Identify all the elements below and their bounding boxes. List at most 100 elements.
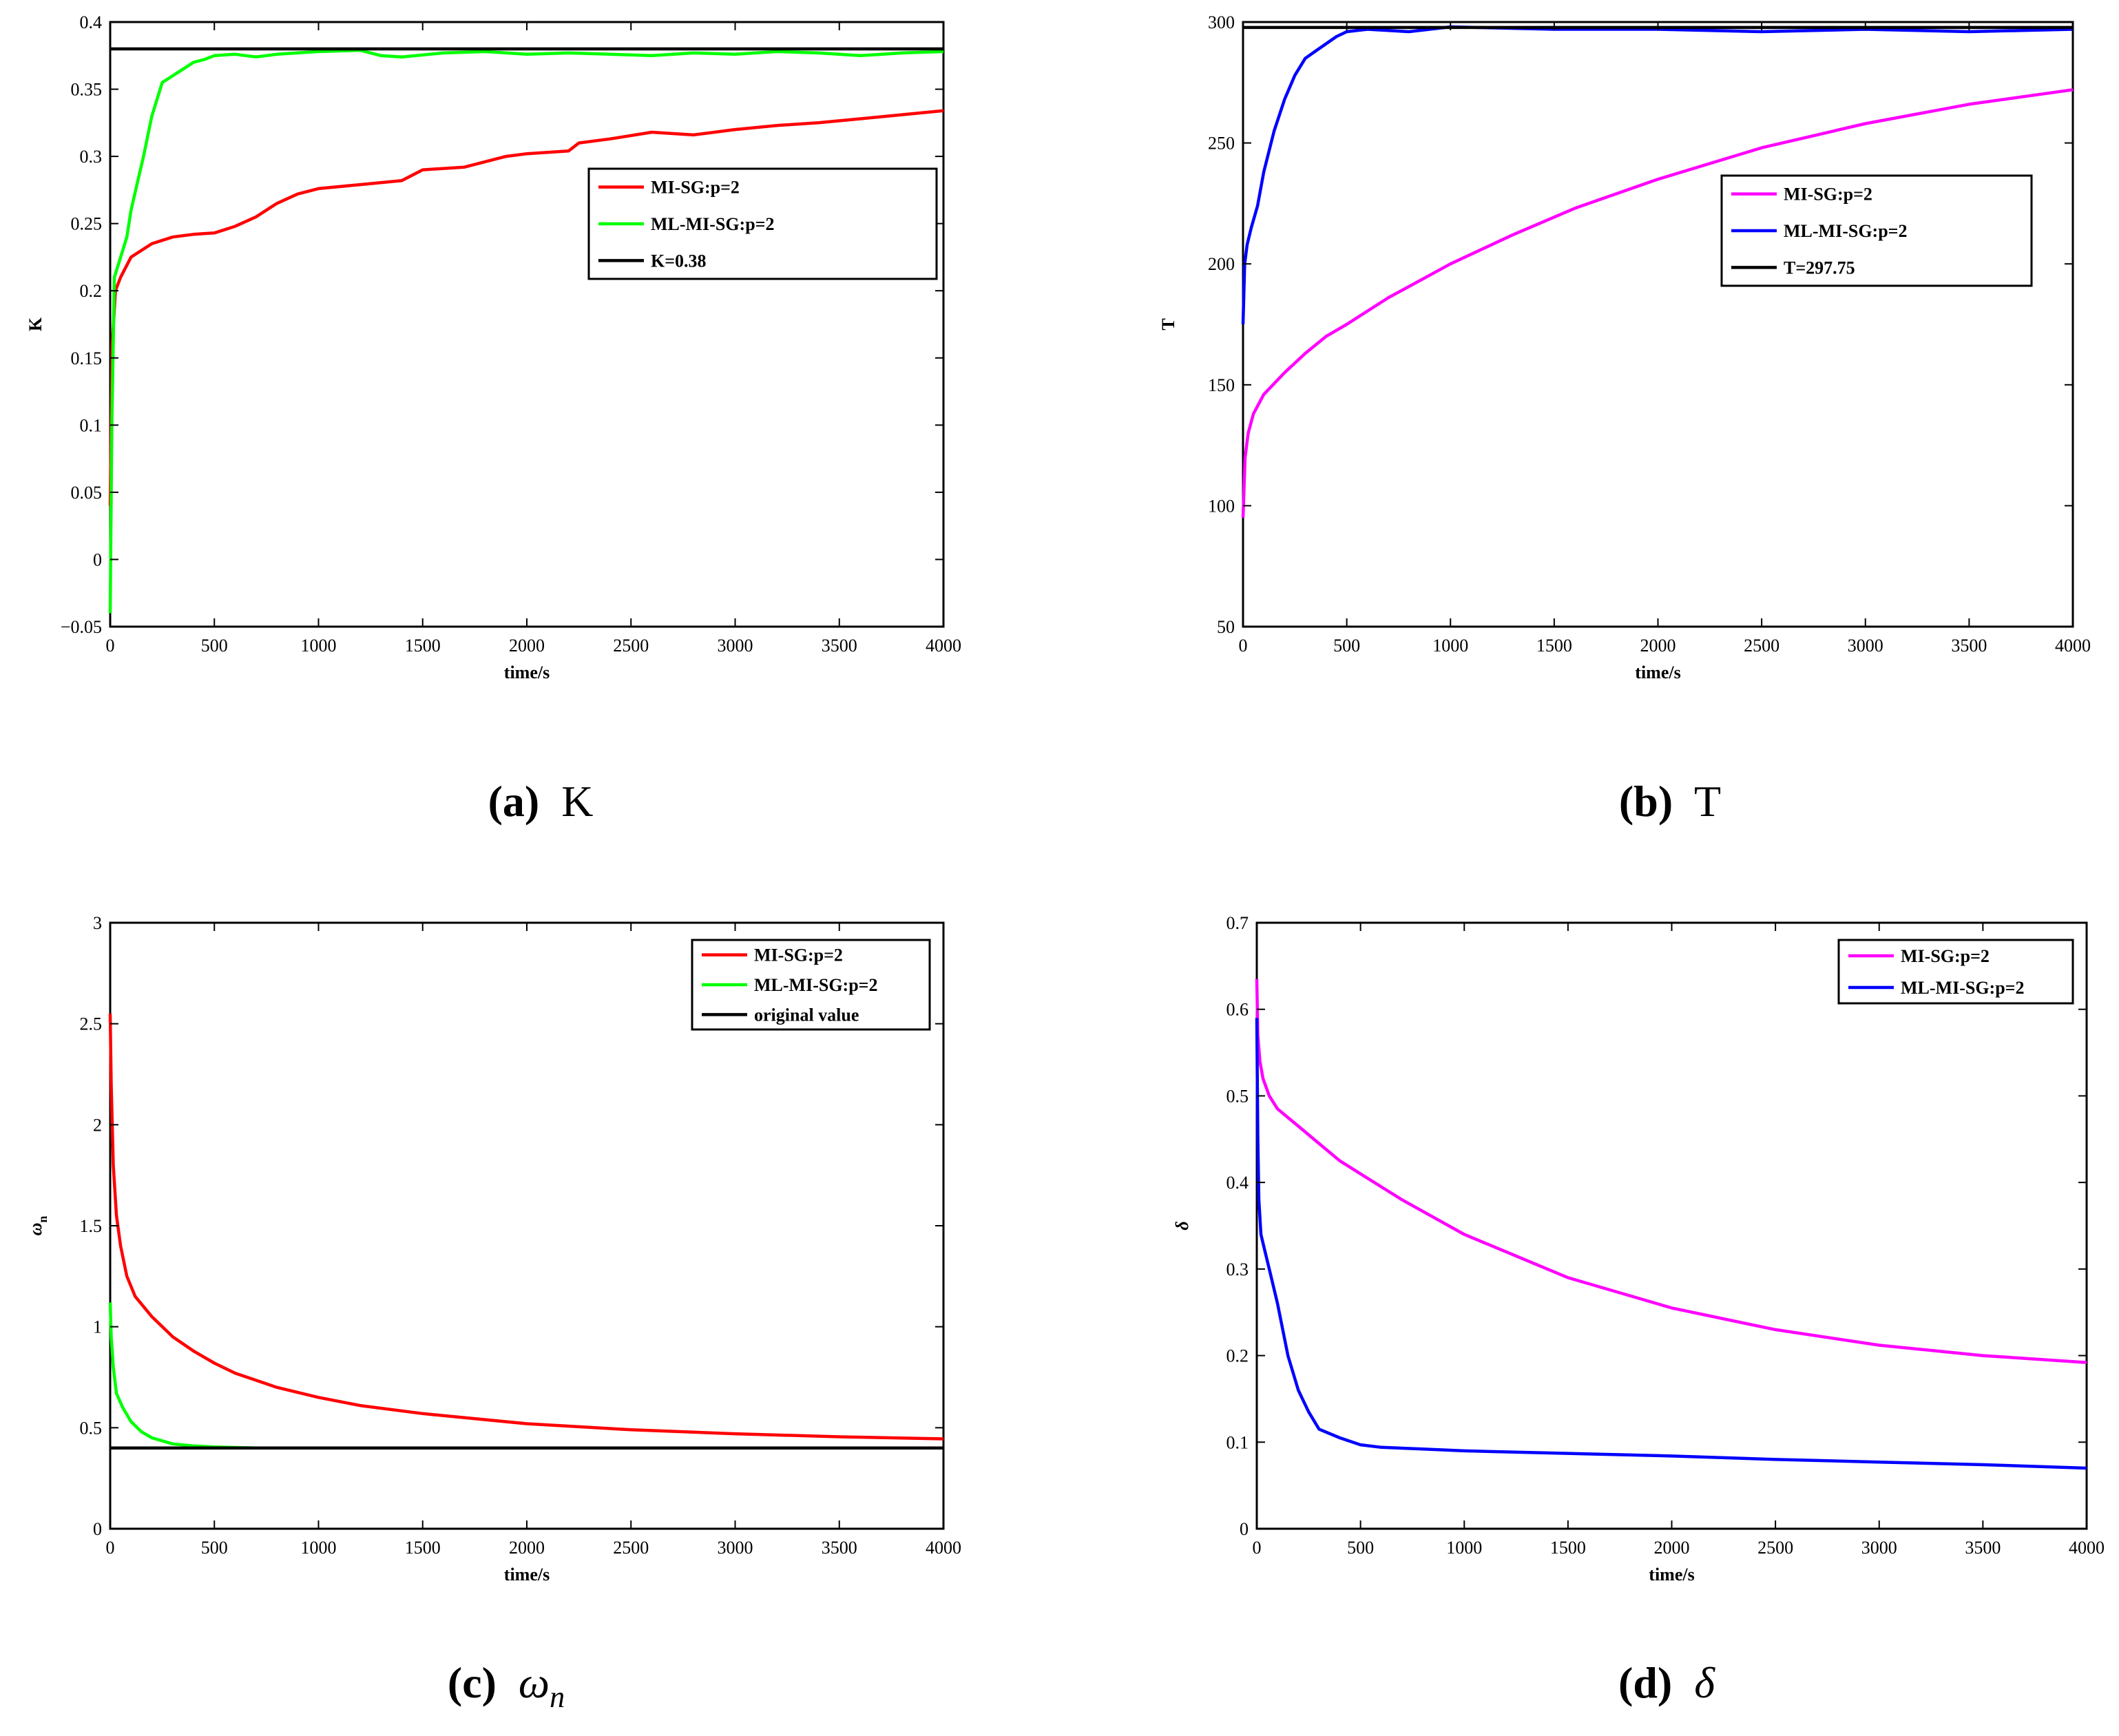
series-line-2 (108, 1302, 943, 1450)
series-line-1 (108, 1013, 944, 1441)
y-tick-label: 0.4 (1226, 1173, 1249, 1193)
x-tick-label: 0 (1253, 1538, 1262, 1558)
x-tick-label: 500 (201, 1538, 228, 1558)
y-tick-label: 0.15 (71, 348, 103, 368)
y-tick-label: 250 (1208, 134, 1235, 154)
x-tick-label: 2000 (1654, 1538, 1690, 1558)
y-tick-label: 2 (93, 1115, 102, 1135)
x-tick-label: 2500 (613, 1538, 649, 1558)
y-tick-label: 150 (1208, 375, 1235, 395)
panel-caption: (b) T (1619, 777, 1721, 826)
legend-label: ML-MI-SG:p=2 (1901, 978, 2024, 998)
caption-letter: (b) (1619, 777, 1673, 826)
y-tick-label: 0 (93, 1519, 102, 1539)
x-tick-label: 4000 (926, 636, 961, 656)
caption-symbol: δ (1694, 1658, 1715, 1707)
x-tick-label: 2000 (509, 636, 545, 656)
y-tick-label: 0.35 (71, 80, 103, 100)
caption-letter: (c) (448, 1658, 497, 1707)
x-tick-label: 0 (106, 1538, 115, 1558)
y-tick-label: 0.3 (80, 147, 103, 167)
y-tick-label: 0.2 (80, 281, 103, 301)
legend: MI-SG:p=2 ML-MI-SG:p=2 original value (691, 939, 931, 1031)
x-tick-label: 1000 (301, 636, 337, 656)
x-tick-label: 4000 (926, 1538, 961, 1558)
x-tick-label: 3000 (1861, 1538, 1897, 1558)
x-axis-label: time/s (504, 1565, 550, 1585)
plot-area-frame (1255, 921, 2088, 1530)
panel-a-K: 0 500 1000 1500 2000 2500 3000 3500 4000 −0.0500… (25, 12, 961, 826)
legend-label: MI-SG:p=2 (651, 178, 740, 198)
series-line-2 (1255, 1018, 2087, 1470)
legend-label: T=297.75 (1784, 258, 1855, 278)
caption-letter: (d) (1618, 1658, 1672, 1707)
legend-box (1837, 939, 2074, 1005)
y-tick-label: 0.1 (1226, 1432, 1249, 1452)
x-axis-ticks: 0 500 1000 1500 2000 2500 3000 3500 4000 (106, 923, 961, 1558)
y-axis-ticks: 0 0.5 1 1.5 2 2.5 3 (80, 913, 943, 1539)
plot-lines (108, 1013, 944, 1450)
series-line-1 (108, 109, 944, 506)
x-tick-label: 1000 (301, 1538, 337, 1558)
x-tick-label: 3000 (718, 1538, 753, 1558)
caption-symbol: T (1694, 777, 1721, 826)
y-tick-label: 0.05 (71, 483, 103, 503)
legend-label: ML-MI-SG:p=2 (1784, 221, 1907, 241)
x-tick-label: 500 (201, 636, 228, 656)
x-tick-label: 2500 (1744, 636, 1779, 656)
y-tick-label: 0 (1240, 1519, 1249, 1539)
x-tick-label: 4000 (2055, 636, 2091, 656)
y-axis-label: ωn (25, 1216, 50, 1236)
y-tick-label: −0.05 (61, 617, 102, 637)
y-axis-label: δ (1172, 1221, 1192, 1230)
legend-label: K=0.38 (651, 251, 707, 271)
x-tick-label: 500 (1347, 1538, 1374, 1558)
x-tick-label: 2000 (1640, 636, 1676, 656)
y-axis-label-symbol: ω (25, 1223, 45, 1236)
plot-area-frame (109, 21, 945, 628)
x-tick-label: 3000 (718, 636, 753, 656)
legend-label: ML-MI-SG:p=2 (754, 975, 877, 995)
x-axis-ticks: 0 500 1000 1500 2000 2500 3000 3500 4000 (106, 22, 961, 656)
x-tick-label: 3500 (822, 1538, 857, 1558)
y-tick-label: 200 (1208, 254, 1235, 274)
legend: MI-SG:p=2 ML-MI-SG:p=2 T=297.75 (1720, 174, 2033, 287)
panel-b-T: 0 500 1000 1500 2000 2500 3000 3500 4000 50 100 15… (1158, 12, 2091, 826)
y-tick-label: 2.5 (80, 1014, 103, 1034)
x-tick-label: 1500 (405, 636, 441, 656)
panel-c-omega-n: 0 500 1000 1500 2000 2500 3000 3500 4000 0 0.5 1 1.… (25, 913, 961, 1714)
x-tick-label: 500 (1333, 636, 1360, 656)
x-tick-label: 3500 (822, 636, 857, 656)
x-tick-label: 2500 (613, 636, 649, 656)
x-axis-ticks: 0 500 1000 1500 2000 2500 3000 3500 4000 (1239, 22, 2091, 656)
y-tick-label: 0.5 (80, 1418, 103, 1438)
legend-label: ML-MI-SG:p=2 (651, 214, 774, 234)
plot-lines (1255, 979, 2087, 1470)
y-tick-label: 0.2 (1226, 1346, 1249, 1366)
y-tick-label: 0.4 (80, 12, 103, 32)
y-axis-label-sub: n (36, 1216, 50, 1223)
caption-symbol: K (561, 777, 593, 826)
y-tick-label: 0.5 (1226, 1086, 1249, 1106)
x-tick-label: 0 (1239, 636, 1248, 656)
x-tick-label: 1500 (405, 1538, 441, 1558)
x-axis-label: time/s (504, 662, 550, 682)
series-line-2 (1241, 25, 2074, 325)
x-tick-label: 1000 (1432, 636, 1468, 656)
y-tick-label: 50 (1217, 617, 1235, 637)
panel-caption: (c) ωn (448, 1658, 565, 1714)
legend-label: MI-SG:p=2 (1901, 946, 1990, 966)
y-tick-label: 0.6 (1226, 1000, 1249, 1020)
panel-d-delta: 0 500 1000 1500 2000 2500 3000 3500 4000 0 0.1 0.2… (1172, 913, 2105, 1707)
series-line-2 (108, 48, 944, 614)
y-axis-ticks: −0.05 0 0.05 0.1 0.15 0.2 0.25 0.3 0.35 0.4 (61, 12, 943, 637)
x-tick-label: 1500 (1536, 636, 1572, 656)
y-tick-label: 1.5 (80, 1216, 103, 1236)
series-line-1 (1255, 979, 2087, 1364)
x-tick-label: 4000 (2069, 1538, 2105, 1558)
y-tick-label: 0.3 (1226, 1259, 1249, 1279)
legend: MI-SG:p=2 ML-MI-SG:p=2 K=0.38 (587, 167, 938, 280)
x-axis-label: time/s (1635, 662, 1680, 682)
legend-box (587, 167, 938, 280)
